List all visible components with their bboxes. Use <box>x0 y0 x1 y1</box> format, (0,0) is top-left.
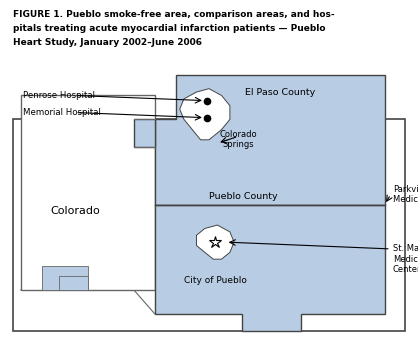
Text: FIGURE 1. Pueblo smoke-free area, comparison areas, and hos-: FIGURE 1. Pueblo smoke-free area, compar… <box>13 10 334 19</box>
Text: St. Mary-Corwin
Medical
Center: St. Mary-Corwin Medical Center <box>393 244 418 274</box>
Polygon shape <box>134 119 155 147</box>
Text: Colorado
Springs: Colorado Springs <box>219 130 257 149</box>
Text: City of Pueblo: City of Pueblo <box>184 276 247 285</box>
Text: Heart Study, January 2002–June 2006: Heart Study, January 2002–June 2006 <box>13 38 201 46</box>
Text: Parkview
Medical Center: Parkview Medical Center <box>393 185 418 204</box>
Polygon shape <box>155 205 385 331</box>
Text: pitals treating acute myocardial infarction patients — Pueblo: pitals treating acute myocardial infarct… <box>13 24 325 33</box>
Polygon shape <box>180 89 230 140</box>
Text: Colorado: Colorado <box>50 206 100 217</box>
Bar <box>21 95 155 290</box>
Polygon shape <box>155 75 385 205</box>
Text: Penrose Hospital: Penrose Hospital <box>23 91 95 100</box>
Polygon shape <box>196 225 234 259</box>
Bar <box>13 119 405 331</box>
Text: Memorial Hospital: Memorial Hospital <box>23 108 101 117</box>
Bar <box>42 266 88 290</box>
Bar <box>59 276 88 290</box>
Text: El Paso County: El Paso County <box>245 88 315 97</box>
Text: Pueblo County: Pueblo County <box>209 192 278 201</box>
